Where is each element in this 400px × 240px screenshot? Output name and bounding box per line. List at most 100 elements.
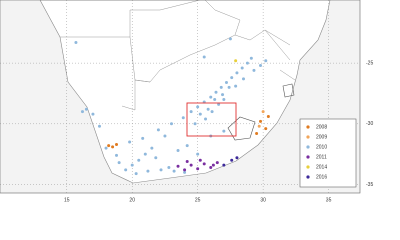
point	[80, 110, 84, 114]
point	[185, 159, 189, 163]
legend-marker	[306, 165, 310, 169]
point	[196, 152, 200, 156]
point	[235, 156, 239, 160]
point	[235, 71, 239, 75]
point	[196, 105, 200, 109]
point	[259, 64, 263, 68]
point	[202, 162, 206, 166]
point	[219, 85, 223, 89]
point	[222, 163, 226, 167]
point	[115, 153, 119, 157]
point	[97, 124, 101, 128]
legend-label: 2010	[316, 144, 327, 150]
point	[154, 156, 158, 160]
point	[261, 110, 265, 114]
point	[172, 169, 176, 173]
point	[240, 66, 244, 70]
margin	[360, 0, 400, 208]
point	[204, 117, 208, 121]
point	[214, 90, 218, 94]
point	[198, 112, 202, 116]
point	[150, 146, 154, 150]
point	[107, 144, 111, 148]
point	[134, 172, 138, 176]
eswatini	[282, 83, 295, 98]
point	[117, 161, 121, 165]
point	[259, 119, 263, 123]
point	[213, 98, 217, 102]
point	[183, 170, 187, 174]
point	[193, 122, 197, 126]
legend-marker	[306, 135, 310, 139]
point	[176, 164, 180, 168]
lesotho	[227, 116, 256, 141]
y-tick-label: -35	[366, 182, 373, 188]
margin	[0, 193, 400, 208]
legend-marker	[306, 155, 310, 159]
y-tick-label: -25	[366, 60, 373, 66]
point	[257, 124, 261, 128]
x-tick-label: 25	[195, 197, 201, 203]
point	[183, 168, 187, 172]
point	[234, 84, 238, 88]
x-tick-label: 30	[260, 197, 266, 203]
point	[84, 107, 88, 111]
point	[159, 168, 163, 172]
point	[210, 110, 214, 114]
point	[169, 122, 173, 126]
point	[241, 77, 245, 81]
point	[143, 152, 147, 156]
point	[189, 110, 193, 114]
point	[137, 158, 141, 162]
legend-box	[299, 118, 357, 188]
point	[230, 76, 234, 80]
x-tick-label: 20	[129, 197, 135, 203]
point	[245, 61, 249, 65]
legend-label: 2009	[316, 134, 327, 140]
point	[222, 129, 226, 133]
point	[217, 102, 221, 106]
point	[249, 56, 253, 60]
legend: 2008 2009 2010 2011 2014 2016	[299, 118, 357, 188]
point	[221, 93, 225, 97]
legend-marker	[306, 175, 310, 179]
point	[252, 68, 256, 72]
point	[227, 85, 231, 89]
point	[128, 140, 132, 144]
legend-label: 2011	[316, 154, 327, 160]
map: 2008 2009 2010 2011 2014 2016 15 20 25 30 35 -25 -3…	[0, 0, 400, 208]
borders	[60, 0, 296, 111]
frame	[0, 0, 361, 194]
point	[91, 112, 95, 116]
point	[234, 59, 238, 63]
point	[202, 55, 206, 59]
point	[130, 163, 134, 167]
point	[198, 158, 202, 162]
x-tick-label: 35	[326, 197, 332, 203]
point	[104, 146, 108, 150]
point	[211, 163, 215, 167]
point	[196, 167, 200, 171]
point	[230, 158, 234, 162]
point	[224, 81, 228, 85]
point	[209, 95, 213, 99]
y-tick-label: -30	[366, 121, 373, 127]
legend-label: 2014	[316, 164, 327, 170]
point	[176, 149, 180, 153]
point	[115, 142, 119, 146]
point	[228, 37, 232, 41]
land	[39, 0, 331, 184]
point	[167, 166, 171, 170]
point	[264, 127, 268, 131]
legend-label: 2008	[316, 124, 327, 130]
point	[156, 128, 160, 132]
point	[255, 132, 259, 136]
legend-label: 2016	[316, 174, 327, 180]
point	[222, 98, 226, 102]
point	[163, 134, 167, 138]
x-tick-label: 15	[64, 197, 70, 203]
legend-marker	[306, 125, 310, 129]
point	[266, 115, 270, 119]
point	[146, 169, 150, 173]
points	[74, 37, 270, 176]
